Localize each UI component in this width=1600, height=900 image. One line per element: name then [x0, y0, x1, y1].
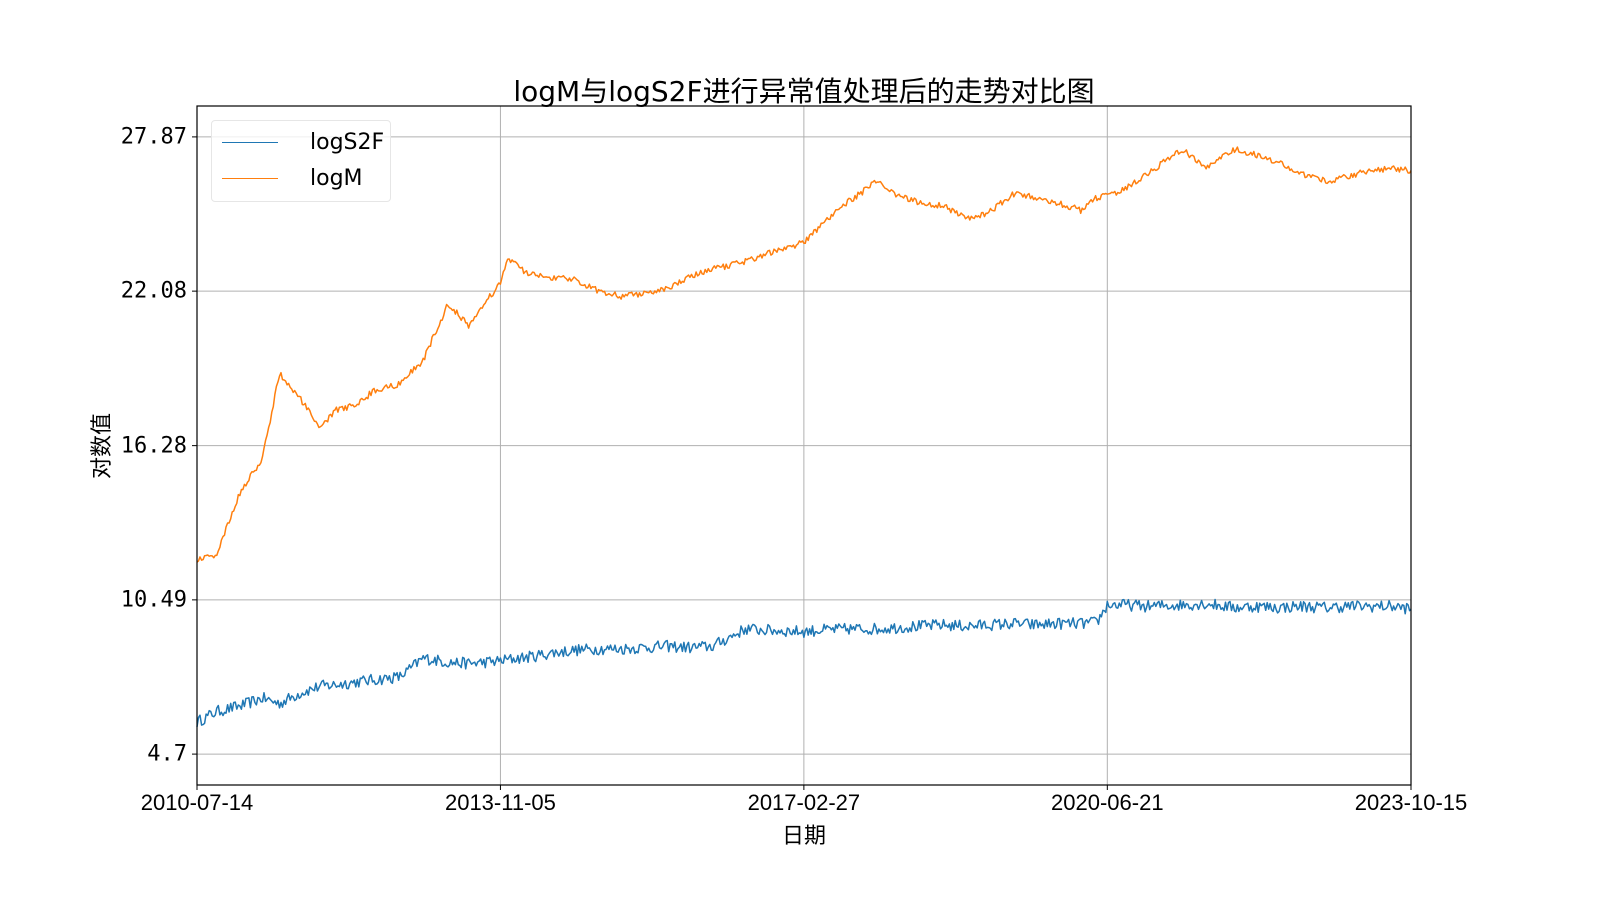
x-tick-label: 2020-06-21 — [1051, 790, 1164, 815]
gridlines — [196, 106, 1412, 785]
x-tick-label: 2017-02-27 — [747, 790, 861, 815]
x-tick-label: 2023-10-15 — [1354, 790, 1468, 815]
y-axis-label: 对数值 — [90, 413, 115, 480]
x-tick-label: 2010-07-14 — [140, 790, 254, 815]
y-tick-label: 4.7 — [147, 741, 187, 767]
x-axis-label: 日期 — [781, 824, 826, 849]
tick-marks — [192, 136, 1412, 790]
legend-item-logm: logM — [222, 163, 363, 193]
chart-title: logM与logS2F进行异常值处理后的走势对比图 — [513, 75, 1095, 108]
y-tick-label: 27.87 — [120, 124, 187, 150]
x-tick-label: 2013-11-05 — [444, 790, 556, 815]
series-lines — [196, 146, 1412, 728]
legend-item-logs2f: logS2F — [222, 127, 384, 157]
y-tick-label: 22.08 — [120, 278, 187, 304]
legend-label: logS2F — [310, 129, 385, 155]
legend-swatch-line-icon — [222, 141, 278, 143]
legend-label: logM — [310, 165, 363, 191]
legend-swatch-line-icon — [222, 177, 278, 179]
series-line-logm — [196, 146, 1412, 563]
y-tick-label: 16.28 — [120, 433, 187, 459]
series-line-logs2f — [196, 598, 1412, 728]
y-tick-label: 10.49 — [120, 587, 187, 613]
legend: logS2F logM — [211, 120, 391, 202]
